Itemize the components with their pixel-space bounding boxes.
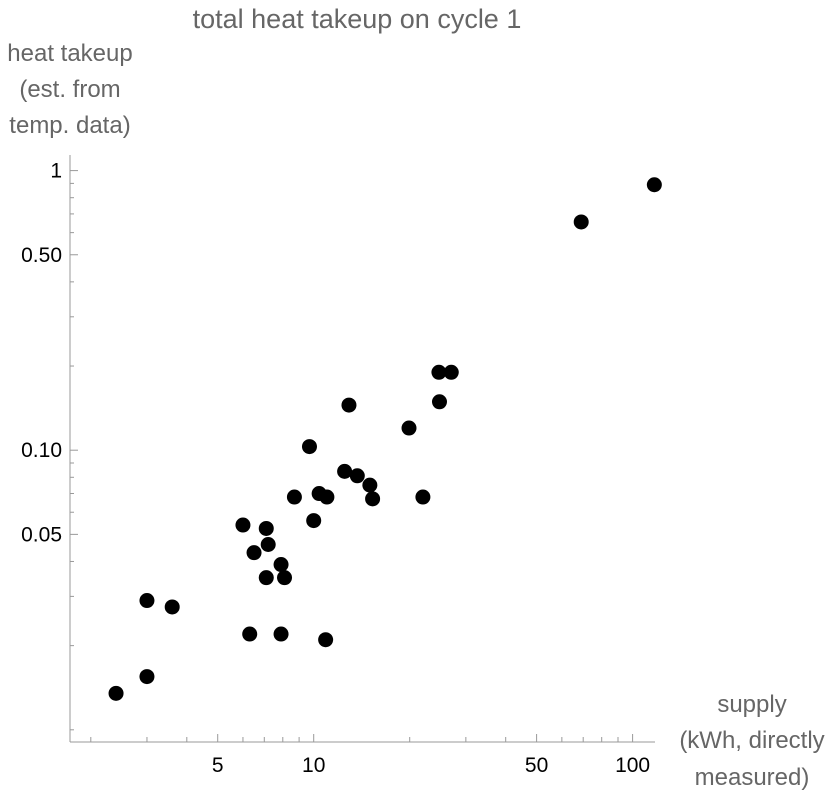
data-point (306, 513, 322, 529)
x-tick-label: 10 (302, 754, 325, 777)
data-point (277, 570, 293, 586)
data-point (341, 397, 357, 413)
y-axis-label-line: (est. from (19, 76, 120, 103)
y-tick-label: 0.50 (21, 244, 62, 267)
data-point (139, 669, 155, 685)
data-point (318, 632, 334, 648)
data-point (415, 489, 431, 505)
data-point (431, 394, 447, 410)
x-axis-label-line: supply (717, 691, 786, 718)
y-axis-label: heat takeup (est. from temp. data) (7, 40, 132, 139)
y-tick-label: 0.05 (21, 523, 62, 546)
data-point (286, 489, 302, 505)
x-axis-label-line: measured) (695, 764, 810, 791)
data-point (301, 439, 317, 455)
data-point (401, 420, 417, 436)
y-tick-label: 1 (50, 160, 62, 183)
data-point (242, 626, 258, 642)
data-point (319, 489, 335, 505)
data-point (235, 517, 251, 533)
y-tick-label: 0.10 (21, 439, 62, 462)
data-point (349, 468, 365, 484)
y-axis-label-line: temp. data) (9, 112, 130, 139)
data-point (139, 593, 155, 609)
data-point (246, 545, 262, 561)
data-point (443, 364, 459, 380)
data-point (273, 626, 289, 642)
data-point (108, 685, 124, 701)
data-point (365, 491, 381, 507)
x-axis-label-line: (kWh, directly (679, 727, 824, 754)
data-point (258, 520, 274, 536)
data-point (273, 557, 289, 573)
data-point (646, 177, 662, 193)
x-tick-label: 100 (615, 754, 650, 777)
data-point (164, 599, 180, 615)
y-axis-label-line: heat takeup (7, 40, 132, 67)
data-point (431, 364, 447, 380)
data-point (337, 463, 353, 479)
data-point (258, 570, 274, 586)
x-axis-label: supply (kWh, directly measured) (679, 691, 824, 791)
x-tick-label: 50 (525, 754, 548, 777)
data-point (362, 477, 378, 493)
x-tick-label: 5 (212, 754, 224, 777)
data-point (573, 214, 589, 230)
data-point (260, 536, 276, 552)
chart-title: total heat takeup on cycle 1 (193, 4, 522, 34)
